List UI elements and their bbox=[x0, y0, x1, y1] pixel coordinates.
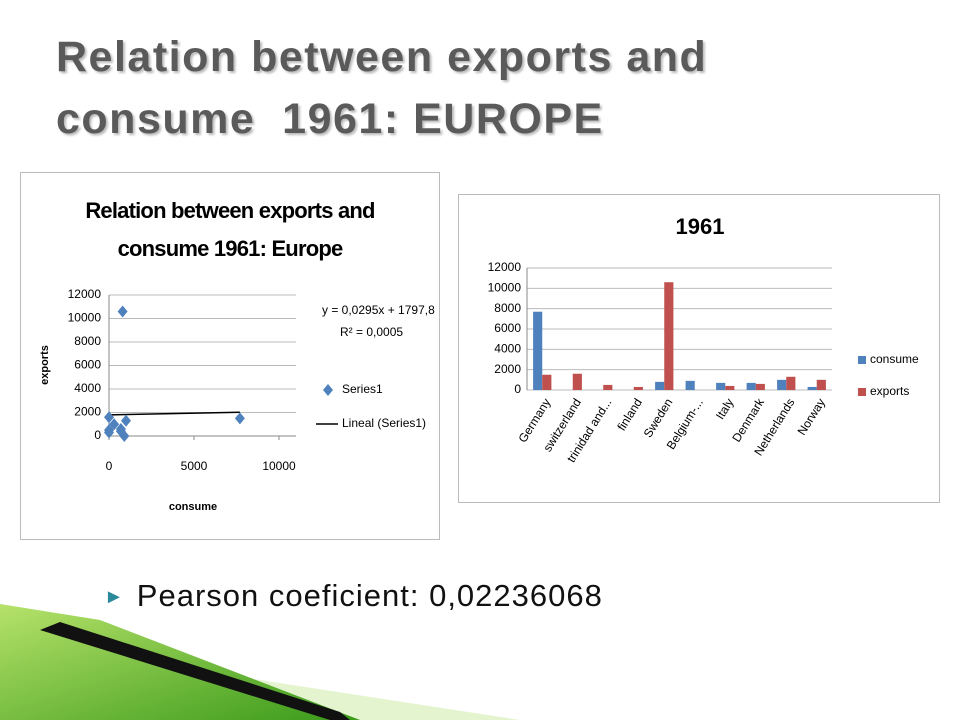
chart-title: 1961 bbox=[675, 214, 725, 239]
slide-title: Relation between exports and consume 196… bbox=[56, 33, 721, 143]
bar bbox=[807, 386, 817, 390]
legend-label: exports bbox=[870, 384, 909, 398]
bar bbox=[542, 374, 552, 390]
legend-swatch bbox=[858, 356, 866, 364]
data-point bbox=[234, 412, 245, 425]
bar bbox=[786, 376, 796, 390]
y-tick-label: 2000 bbox=[74, 405, 101, 419]
y-tick-label: 0 bbox=[94, 428, 101, 442]
bar bbox=[716, 382, 726, 390]
data-point bbox=[115, 422, 126, 435]
x-tick-label: Italy bbox=[713, 396, 737, 422]
y-tick-label: 10000 bbox=[488, 281, 522, 295]
bar bbox=[746, 382, 756, 390]
y-tick-label: 8000 bbox=[74, 334, 101, 348]
data-point bbox=[121, 414, 131, 427]
legend-marker bbox=[323, 384, 333, 396]
y-tick-label: 6000 bbox=[494, 321, 521, 335]
y-tick-label: 12000 bbox=[68, 287, 102, 301]
legend-swatch bbox=[858, 388, 866, 396]
trend-equation: y = 0,0295x + 1797,8 bbox=[322, 303, 435, 317]
y-axis-title: exports bbox=[39, 345, 51, 385]
y-tick-label: 12000 bbox=[488, 260, 522, 274]
data-point bbox=[104, 411, 114, 424]
bar bbox=[533, 311, 543, 390]
data-point bbox=[109, 418, 120, 431]
bullet-label: Pearson coeficient: bbox=[136, 578, 420, 613]
chart-title: Relation between exports and consume 196… bbox=[85, 198, 375, 261]
y-tick-label: 2000 bbox=[494, 362, 521, 376]
x-axis-title: consume bbox=[169, 501, 217, 513]
trend-r2: R² = 0,0005 bbox=[340, 325, 403, 339]
y-tick-label: 6000 bbox=[74, 358, 101, 372]
x-tick-label: 0 bbox=[106, 459, 113, 473]
legend-label: consume bbox=[870, 352, 919, 366]
bullet-value: 0,02236068 bbox=[429, 578, 603, 613]
bar bbox=[685, 380, 695, 390]
x-tick-label: Norway bbox=[795, 396, 828, 438]
y-tick-label: 0 bbox=[514, 382, 521, 396]
x-tick-label: finland bbox=[614, 396, 645, 433]
legend-label: Lineal (Series1) bbox=[342, 416, 426, 430]
y-tick-label: 4000 bbox=[494, 342, 521, 356]
data-point bbox=[117, 305, 128, 318]
scatter-frame bbox=[20, 172, 440, 540]
y-tick-label: 8000 bbox=[494, 301, 521, 315]
trendline bbox=[108, 411, 240, 416]
y-tick-label: 4000 bbox=[74, 381, 101, 395]
bullet: ► Pearson coeficient: 0,02236068 bbox=[104, 578, 603, 614]
bar bbox=[816, 379, 826, 390]
bar bbox=[633, 386, 643, 390]
data-point bbox=[104, 426, 114, 439]
x-tick-label: 10000 bbox=[262, 459, 296, 473]
bar bbox=[777, 379, 787, 390]
bullet-arrow: ► bbox=[104, 586, 125, 609]
bar bbox=[655, 381, 665, 390]
bar bbox=[664, 282, 674, 390]
bar-frame bbox=[458, 194, 940, 503]
legend-label: Series1 bbox=[342, 382, 383, 396]
bar bbox=[572, 373, 582, 390]
bar bbox=[603, 384, 613, 390]
x-tick-label: 5000 bbox=[181, 459, 208, 473]
y-tick-label: 10000 bbox=[68, 311, 102, 325]
bar bbox=[725, 385, 735, 390]
bar bbox=[755, 383, 765, 390]
